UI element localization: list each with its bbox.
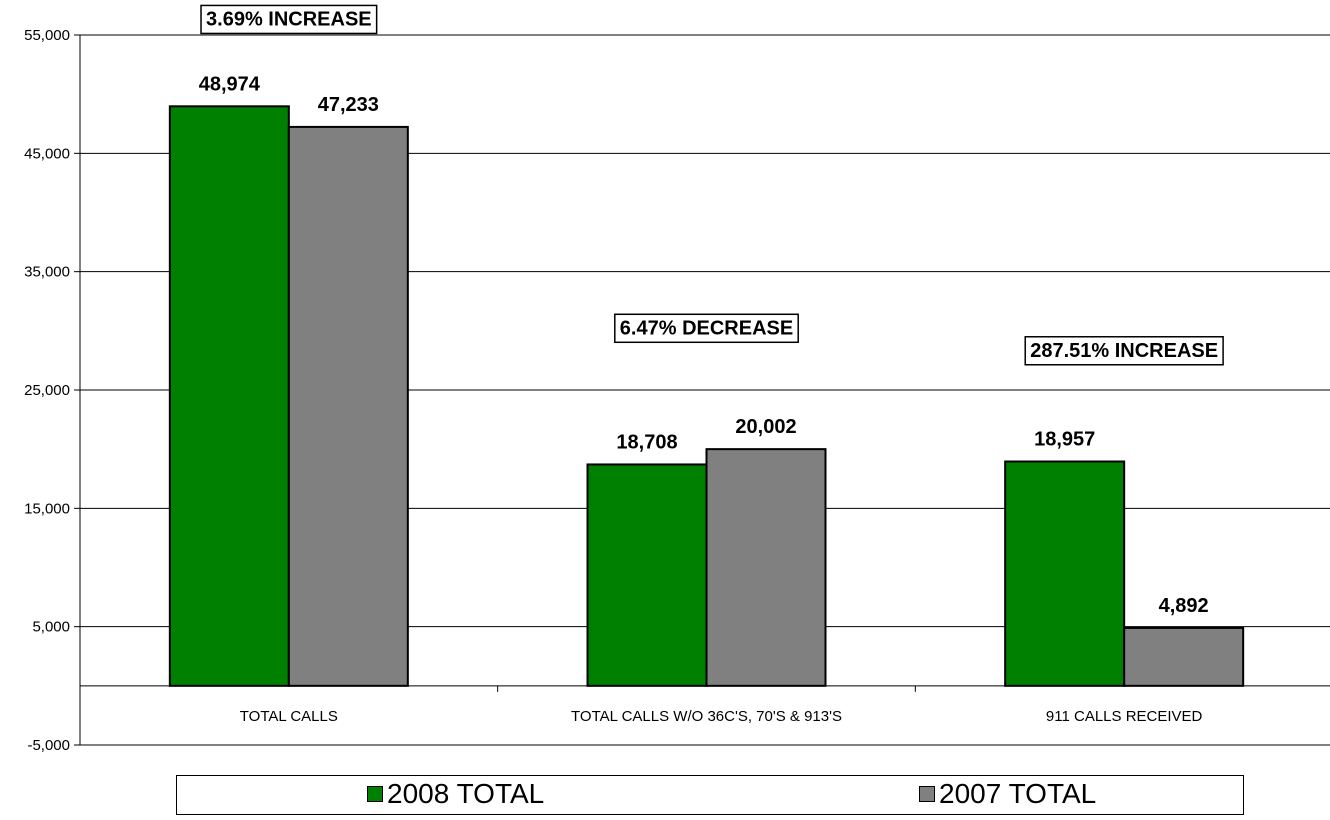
data-label: 4,892 — [1159, 595, 1209, 617]
legend-item-2007: 2007 TOTAL — [919, 778, 1096, 810]
annotation-frame — [200, 4, 378, 35]
data-label: 20,002 — [735, 416, 796, 438]
bar-2007-total-1 — [705, 448, 827, 687]
annotation-box: 6.47% DECREASE — [614, 313, 799, 344]
legend-swatch-2008 — [367, 786, 383, 802]
annotation-text: 287.51% INCREASE — [1030, 340, 1218, 362]
annotation-frame — [1024, 336, 1224, 366]
data-labels: 48,974 47,233 18,708 20,002 18,957 4,892 — [199, 73, 1209, 617]
axes: -5,000 5,000 15,000 25,000 35,000 45,000 55,00… — [24, 27, 1330, 754]
data-label: 18,957 — [1034, 429, 1095, 451]
bar-2007-total-0 — [287, 125, 409, 687]
y-tick-label: 45,000 — [24, 145, 70, 162]
annotations: 3.69% INCREASE 6.47% DECREASE 287.51% INCR… — [200, 4, 1224, 366]
bar-2008-total-1 — [586, 463, 708, 687]
y-tick-label: 55,000 — [24, 27, 70, 44]
legend: 2008 TOTAL 2007 TOTAL — [176, 775, 1244, 815]
bar-2008-total-0 — [168, 105, 290, 687]
annotation-text: 3.69% INCREASE — [206, 8, 372, 30]
legend-label-2008: 2008 TOTAL — [387, 778, 545, 809]
x-tick-label: TOTAL CALLS W/O 36C'S, 70'S & 913'S — [571, 708, 842, 725]
bar-2007-total-2 — [1123, 626, 1245, 687]
annotation-box: 3.69% INCREASE — [200, 4, 378, 35]
legend-item-2008: 2008 TOTAL — [367, 778, 544, 810]
data-label: 48,974 — [199, 73, 261, 95]
x-tick-label: TOTAL CALLS — [240, 708, 338, 725]
bar-2008-total-2 — [1004, 460, 1126, 687]
annotation-text: 6.47% DECREASE — [620, 317, 793, 339]
legend-label-2007: 2007 TOTAL — [939, 778, 1097, 809]
annotation-frame — [614, 313, 799, 344]
annotation-box: 287.51% INCREASE — [1024, 336, 1224, 366]
bar-chart: -5,000 5,000 15,000 25,000 35,000 45,000 55,00… — [24, 4, 1330, 754]
y-tick-label: 25,000 — [24, 382, 70, 399]
bars — [168, 105, 1245, 687]
y-tick-label: -5,000 — [27, 737, 70, 754]
x-tick-label: 911 CALLS RECEIVED — [1046, 708, 1203, 725]
y-tick-label: 5,000 — [32, 619, 70, 636]
y-tick-label: 35,000 — [24, 264, 70, 281]
data-label: 47,233 — [318, 94, 379, 116]
y-tick-label: 15,000 — [24, 500, 70, 517]
data-label: 18,708 — [616, 431, 677, 453]
legend-swatch-2007 — [919, 786, 935, 802]
